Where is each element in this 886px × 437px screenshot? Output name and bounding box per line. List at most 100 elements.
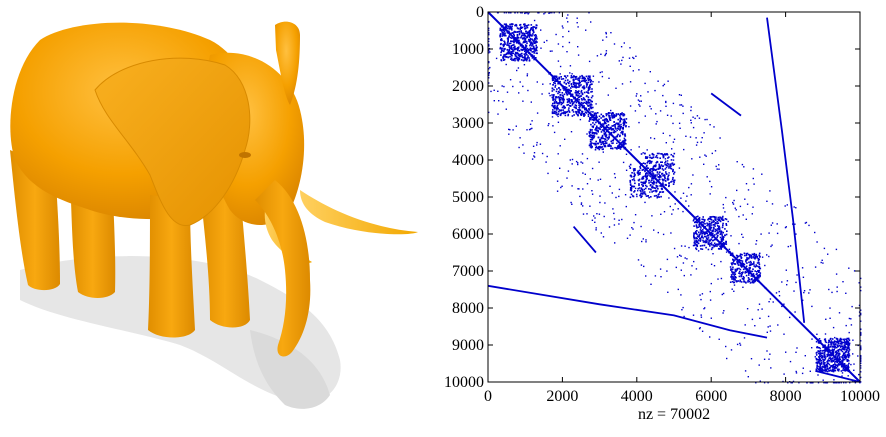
- nonzero-marker: [712, 224, 714, 226]
- nonzero-marker: [594, 142, 597, 145]
- nonzero-marker: [588, 132, 591, 135]
- nonzero-marker: [490, 90, 492, 93]
- nonzero-marker: [847, 346, 850, 348]
- nonzero-marker: [738, 275, 741, 278]
- nonzero-marker: [666, 162, 669, 165]
- nonzero-marker: [699, 237, 701, 240]
- nonzero-marker: [793, 290, 795, 292]
- nonzero-marker: [581, 77, 583, 80]
- nonzero-marker: [833, 379, 835, 381]
- nonzero-marker: [583, 115, 585, 117]
- nonzero-marker: [674, 191, 676, 193]
- nonzero-marker: [500, 47, 502, 50]
- nonzero-marker: [652, 180, 655, 182]
- nonzero-marker: [708, 228, 710, 231]
- nonzero-marker: [570, 90, 572, 92]
- nonzero-marker: [749, 254, 751, 256]
- nonzero-marker: [586, 133, 588, 135]
- nonzero-marker: [567, 99, 570, 102]
- nonzero-marker: [839, 356, 841, 358]
- nonzero-marker: [575, 107, 578, 110]
- nonzero-marker: [695, 238, 697, 240]
- nonzero-marker: [578, 82, 580, 85]
- nonzero-marker: [622, 161, 625, 164]
- nonzero-marker: [739, 272, 741, 275]
- nonzero-marker: [576, 22, 578, 24]
- nonzero-marker: [691, 265, 693, 267]
- nonzero-marker: [582, 113, 585, 115]
- nonzero-marker: [512, 49, 514, 51]
- nonzero-marker: [748, 267, 750, 269]
- nonzero-marker: [551, 104, 553, 107]
- nonzero-marker: [585, 29, 587, 31]
- nonzero-marker: [598, 115, 601, 118]
- nonzero-marker: [803, 291, 805, 294]
- nonzero-marker: [700, 316, 703, 318]
- nonzero-marker: [766, 200, 768, 202]
- nonzero-marker: [553, 101, 556, 103]
- nonzero-marker: [836, 360, 839, 362]
- nonzero-marker: [562, 27, 564, 29]
- nonzero-marker: [585, 82, 588, 84]
- nonzero-marker: [846, 341, 848, 343]
- nonzero-marker: [753, 265, 755, 267]
- nonzero-marker: [633, 175, 635, 178]
- nonzero-marker: [716, 228, 719, 230]
- nonzero-marker: [711, 246, 714, 249]
- nonzero-marker: [549, 94, 551, 97]
- nonzero-marker: [497, 113, 499, 115]
- nonzero-marker: [715, 216, 717, 218]
- nonzero-marker: [587, 78, 589, 80]
- nonzero-marker: [682, 262, 685, 264]
- nonzero-marker: [758, 252, 761, 255]
- nonzero-marker: [722, 203, 724, 206]
- nonzero-marker: [819, 347, 821, 350]
- nonzero-marker: [528, 59, 531, 61]
- nonzero-marker: [704, 118, 706, 121]
- nonzero-marker: [644, 82, 646, 85]
- nonzero-marker: [634, 174, 636, 177]
- nonzero-marker: [519, 137, 521, 139]
- nonzero-marker: [564, 114, 567, 117]
- nonzero-marker: [517, 27, 520, 30]
- nonzero-marker: [554, 99, 557, 102]
- nonzero-marker: [669, 134, 671, 137]
- nonzero-marker: [846, 360, 849, 362]
- nonzero-marker: [589, 78, 592, 81]
- nonzero-marker: [591, 138, 594, 141]
- nonzero-marker: [618, 146, 621, 149]
- nonzero-marker: [717, 222, 720, 224]
- nonzero-marker: [649, 161, 651, 163]
- nonzero-marker: [845, 292, 847, 294]
- nonzero-marker: [505, 12, 507, 14]
- nonzero-marker: [559, 109, 562, 112]
- nonzero-marker: [821, 350, 824, 352]
- nonzero-marker: [517, 52, 519, 55]
- nonzero-marker: [832, 341, 834, 343]
- nonzero-marker: [824, 341, 827, 343]
- nonzero-marker: [503, 12, 506, 14]
- nonzero-marker: [583, 85, 585, 87]
- nonzero-marker: [738, 272, 740, 274]
- nonzero-marker: [737, 262, 739, 265]
- nonzero-marker: [526, 129, 528, 131]
- nonzero-marker: [776, 223, 778, 225]
- nonzero-marker: [713, 239, 716, 241]
- nonzero-marker: [848, 267, 850, 269]
- nonzero-marker: [638, 184, 640, 187]
- nonzero-marker: [824, 333, 827, 335]
- nonzero-marker: [600, 113, 603, 116]
- nonzero-marker: [530, 101, 532, 103]
- nonzero-marker: [554, 104, 556, 107]
- nonzero-marker: [561, 97, 564, 100]
- front-left-leg: [148, 195, 195, 338]
- nonzero-marker: [601, 134, 604, 137]
- nonzero-marker: [625, 125, 627, 127]
- nonzero-marker: [526, 73, 529, 75]
- nonzero-marker: [528, 12, 530, 14]
- nonzero-marker: [734, 277, 736, 279]
- nonzero-marker: [588, 98, 590, 101]
- nonzero-marker: [839, 337, 842, 340]
- nonzero-marker: [778, 295, 781, 297]
- nonzero-marker: [767, 315, 770, 318]
